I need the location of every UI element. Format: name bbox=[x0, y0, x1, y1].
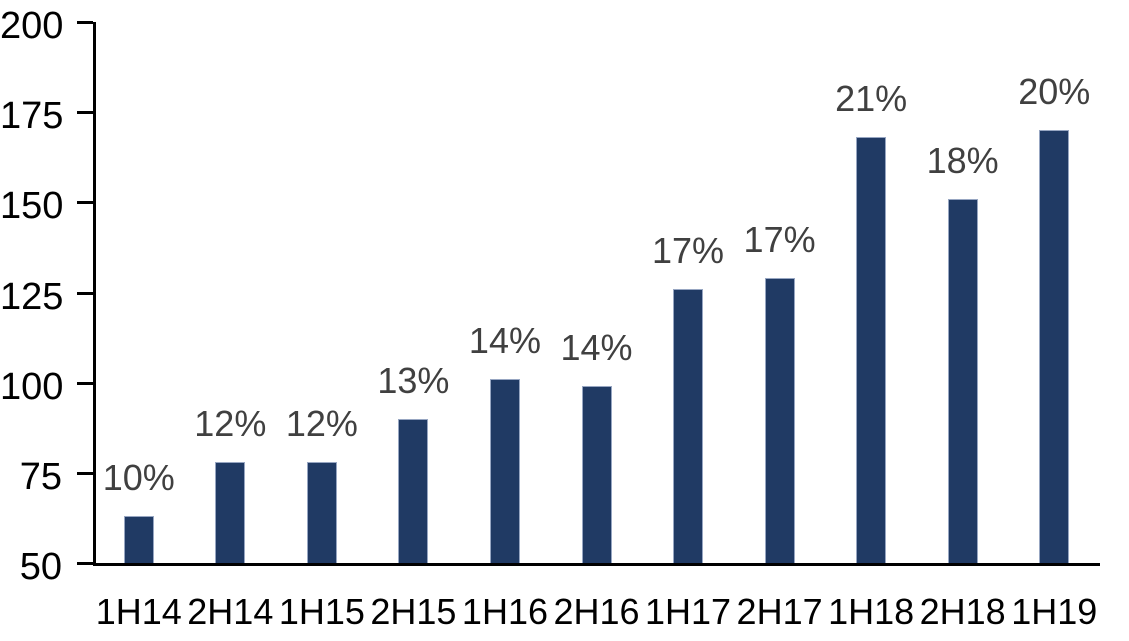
bar-value-label: 17% bbox=[743, 219, 816, 261]
y-axis-tick bbox=[77, 381, 93, 385]
x-axis-label: 2H14 bbox=[187, 591, 274, 632]
bar bbox=[947, 198, 978, 563]
bar-value-label: 10% bbox=[102, 457, 175, 499]
bar-value-label: 14% bbox=[468, 320, 541, 362]
y-axis-tick bbox=[77, 111, 93, 115]
bar bbox=[856, 137, 887, 563]
bar-value-label: 20% bbox=[1018, 71, 1091, 113]
y-axis-tick-label: 75 bbox=[19, 455, 62, 498]
x-axis-line bbox=[93, 563, 1100, 566]
y-axis-tick bbox=[77, 201, 93, 205]
bar-value-label: 13% bbox=[377, 359, 450, 401]
x-axis-label: 1H15 bbox=[278, 591, 365, 632]
bar-value-label: 14% bbox=[560, 327, 633, 369]
x-axis-label: 1H14 bbox=[95, 591, 182, 632]
x-axis-label: 2H18 bbox=[919, 591, 1006, 632]
bar-value-label: 21% bbox=[835, 78, 908, 120]
bar bbox=[123, 516, 154, 563]
bar bbox=[398, 418, 429, 563]
y-axis-tick bbox=[77, 471, 93, 475]
y-axis-tick-label: 200 bbox=[0, 5, 64, 47]
bar bbox=[215, 462, 246, 563]
x-axis-label: 2H16 bbox=[553, 591, 640, 632]
bar bbox=[764, 278, 795, 563]
y-axis-tick bbox=[77, 562, 93, 565]
bar bbox=[673, 288, 704, 563]
bar bbox=[581, 386, 612, 563]
y-axis-tick bbox=[77, 291, 93, 295]
bar bbox=[489, 379, 520, 563]
bar bbox=[1039, 130, 1070, 563]
y-axis-tick-label: 125 bbox=[0, 275, 64, 318]
x-axis-label: 1H18 bbox=[828, 591, 915, 632]
x-axis-label: 1H17 bbox=[645, 591, 732, 632]
bar bbox=[306, 462, 337, 563]
y-axis-tick-label: 100 bbox=[0, 365, 64, 408]
bar-value-label: 12% bbox=[194, 403, 267, 444]
bar-value-label: 17% bbox=[652, 229, 725, 271]
y-axis-tick-label: 150 bbox=[0, 185, 64, 228]
bar-value-label: 18% bbox=[926, 139, 999, 181]
y-axis-tick-label: 50 bbox=[19, 546, 62, 588]
x-axis-label: 2H15 bbox=[370, 591, 457, 632]
y-axis-tick-label: 175 bbox=[0, 95, 64, 138]
bar-value-label: 12% bbox=[285, 403, 358, 444]
x-axis-label: 2H17 bbox=[736, 591, 823, 632]
y-axis-line bbox=[93, 22, 96, 566]
x-axis-label: 1H16 bbox=[461, 591, 548, 632]
x-axis-label: 1H19 bbox=[1011, 591, 1098, 632]
y-axis-tick bbox=[77, 21, 93, 24]
